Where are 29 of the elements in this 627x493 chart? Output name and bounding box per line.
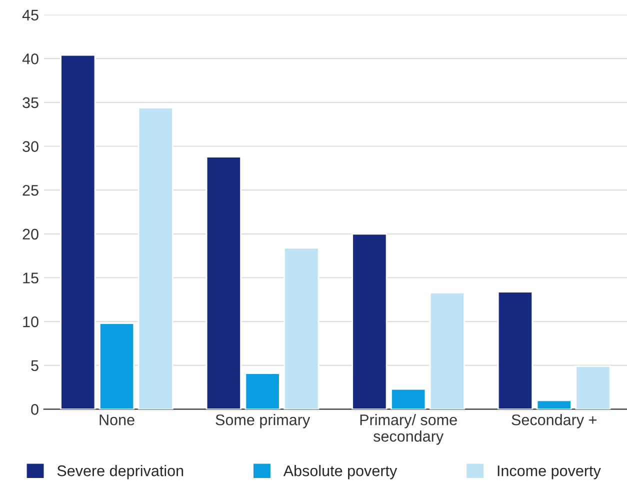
bar	[497, 291, 534, 410]
legend-label: Absolute poverty	[283, 465, 398, 480]
y-tick-label: 5	[31, 360, 38, 372]
y-tick-label: 10	[23, 316, 38, 328]
bar	[138, 107, 174, 410]
bar	[60, 54, 96, 410]
bar	[284, 247, 320, 410]
y-tick-label: 40	[22, 53, 38, 64]
bar	[206, 156, 242, 410]
x-tick-label: Secondary +	[512, 414, 596, 428]
y-tick-label: 15	[23, 272, 38, 284]
x-tick-label: Primary/ some secondary	[360, 414, 457, 445]
y-tick-label: 20	[22, 228, 38, 240]
legend-label: Income poverty	[498, 466, 601, 480]
bar	[429, 292, 466, 410]
bar	[352, 233, 388, 410]
bar	[244, 372, 280, 410]
bar	[98, 322, 135, 410]
y-tick-label: 30	[22, 141, 38, 152]
y-tick-label: 0	[31, 404, 38, 415]
y-tick-label: 25	[22, 184, 38, 196]
bar	[575, 366, 611, 410]
x-tick-label: None	[100, 414, 134, 426]
y-tick-label: 35	[22, 97, 38, 108]
legend-label: Severe deprivation	[57, 465, 184, 480]
y-tick-label: 45	[22, 10, 38, 20]
bar	[390, 388, 426, 410]
x-tick-label: Some primary	[216, 414, 310, 428]
bar	[536, 400, 572, 410]
